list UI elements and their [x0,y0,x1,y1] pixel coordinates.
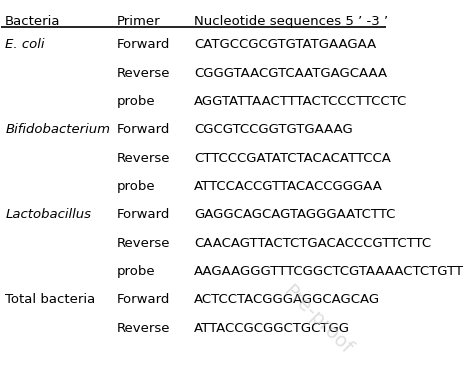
Text: E. coli: E. coli [5,38,45,51]
Text: CGCGTCCGGTGTGAAAG: CGCGTCCGGTGTGAAAG [194,123,353,136]
Text: Forward: Forward [117,123,170,136]
Text: Reverse: Reverse [117,322,170,335]
Text: ACTCCTACGGGAGGCAGCAG: ACTCCTACGGGAGGCAGCAG [194,293,380,306]
Text: probe: probe [117,265,155,278]
Text: AAGAAGGGTTTCGGCTCGTAAAACTCTGTT: AAGAAGGGTTTCGGCTCGTAAAACTCTGTT [194,265,464,278]
Text: ATTCCACCGTTACACCGGGAA: ATTCCACCGTTACACCGGGAA [194,180,383,193]
Text: Reverse: Reverse [117,237,170,249]
Text: CGGGTAACGTCAATGAGCAAA: CGGGTAACGTCAATGAGCAAA [194,66,387,80]
Text: probe: probe [117,180,155,193]
Text: Nucleotide sequences 5 ’ -3 ’: Nucleotide sequences 5 ’ -3 ’ [194,15,388,28]
Text: Lactobacillus: Lactobacillus [5,208,91,221]
Text: probe: probe [117,95,155,108]
Text: ATTACCGCGGCTGCTGG: ATTACCGCGGCTGCTGG [194,322,350,335]
Text: AGGTATTAACTTTACTCCCTTCCTC: AGGTATTAACTTTACTCCCTTCCTC [194,95,407,108]
Text: Bacteria: Bacteria [5,15,61,28]
Text: Bifidobacterium: Bifidobacterium [5,123,110,136]
Text: Forward: Forward [117,208,170,221]
Text: Primer: Primer [117,15,161,28]
Text: GAGGCAGCAGTAGGGAATCTTC: GAGGCAGCAGTAGGGAATCTTC [194,208,395,221]
Text: Reverse: Reverse [117,152,170,165]
Text: Pre-proof: Pre-proof [279,282,356,358]
Text: CATGCCGCGTGTATGAAGAA: CATGCCGCGTGTATGAAGAA [194,38,376,51]
Text: CAACAGTTACTCTGACACCCGTTCTTC: CAACAGTTACTCTGACACCCGTTCTTC [194,237,431,249]
Text: Forward: Forward [117,38,170,51]
Text: Reverse: Reverse [117,66,170,80]
Text: Forward: Forward [117,293,170,306]
Text: Total bacteria: Total bacteria [5,293,95,306]
Text: CTTCCCGATATCTACACATTCCA: CTTCCCGATATCTACACATTCCA [194,152,391,165]
